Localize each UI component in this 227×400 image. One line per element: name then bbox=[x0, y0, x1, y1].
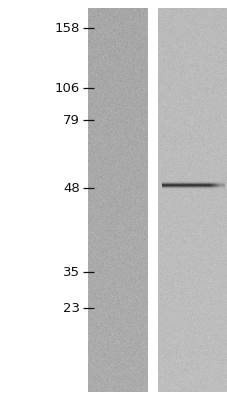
Text: 23: 23 bbox=[63, 302, 80, 314]
Text: 79: 79 bbox=[63, 114, 80, 126]
Text: 35: 35 bbox=[63, 266, 80, 278]
Text: 158: 158 bbox=[54, 22, 80, 34]
Text: 48: 48 bbox=[63, 182, 80, 194]
Text: 106: 106 bbox=[54, 82, 80, 94]
